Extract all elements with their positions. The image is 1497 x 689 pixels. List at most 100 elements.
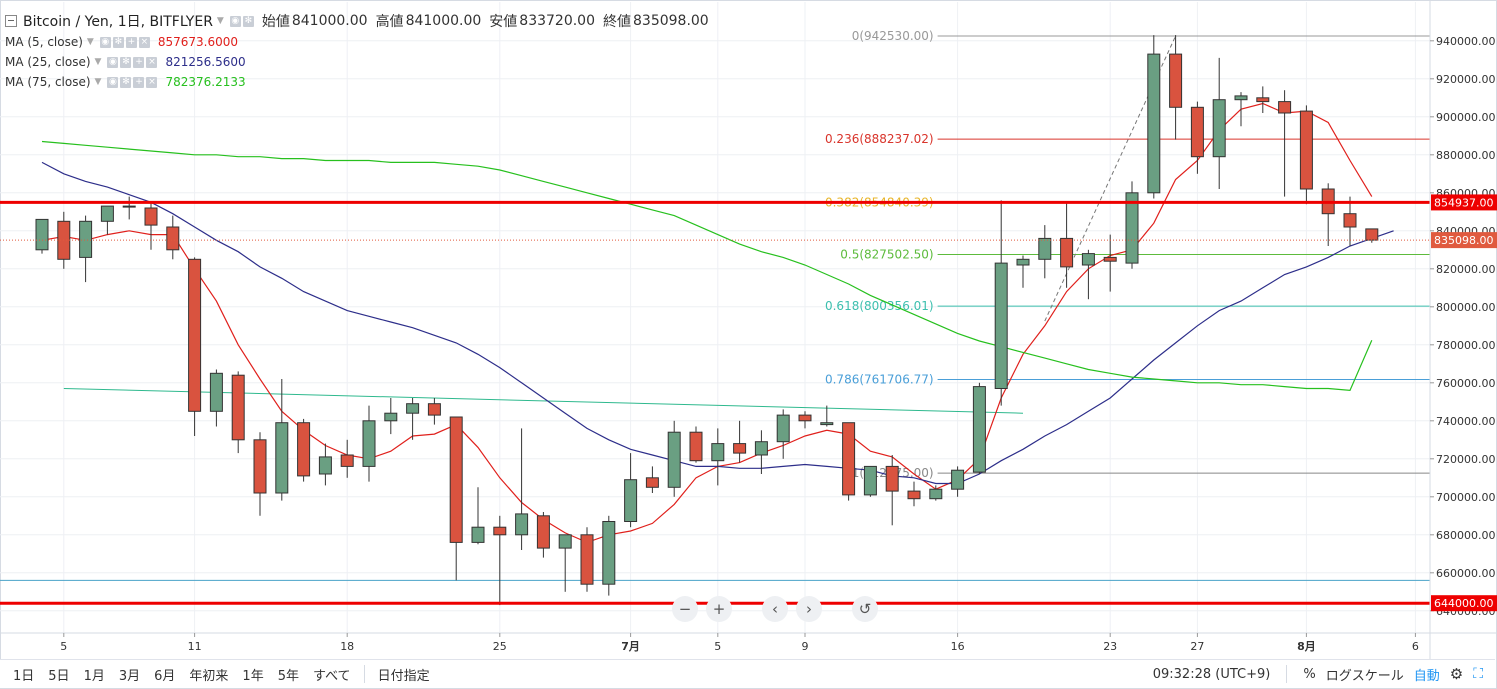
candle-body xyxy=(384,412,398,422)
price-tag-box xyxy=(1431,194,1497,211)
range-all-button[interactable]: すべて xyxy=(312,668,351,684)
candle-body xyxy=(951,469,965,490)
close-icon[interactable]: × xyxy=(146,56,158,68)
x-tick-label: 5 xyxy=(60,640,67,653)
y-tick-label: 700000.00 xyxy=(1436,491,1496,504)
close-icon[interactable]: × xyxy=(146,76,158,88)
indicator-label[interactable]: MA (5, close) xyxy=(5,35,83,49)
range-6m-button[interactable]: 6月 xyxy=(154,668,176,684)
plus-icon[interactable]: + xyxy=(133,56,145,68)
candle xyxy=(144,202,158,250)
candle xyxy=(1256,86,1270,113)
indicator-ma5[interactable]: MA (5, close) ▼ ◉ ✻ + × 857673.6000 xyxy=(5,32,709,52)
gear-icon[interactable]: ✻ xyxy=(120,56,132,68)
plus-icon[interactable]: + xyxy=(133,76,145,88)
symbol-title[interactable]: Bitcoin / Yen, 1日, BITFLYER xyxy=(23,14,213,30)
candle xyxy=(1343,196,1357,246)
eye-icon[interactable]: ◉ xyxy=(229,15,241,27)
gear-icon[interactable]: ✻ xyxy=(120,76,132,88)
candle xyxy=(1169,35,1183,140)
ma-line xyxy=(41,102,1373,544)
candle xyxy=(624,453,638,528)
x-tick-label: 6 xyxy=(1412,640,1419,653)
candle xyxy=(100,205,114,235)
plus-icon[interactable]: + xyxy=(125,36,137,48)
range-3m-button[interactable]: 3月 xyxy=(118,668,141,684)
zoom-in-button[interactable]: + xyxy=(706,596,732,622)
candle-body xyxy=(776,414,790,443)
y-tick-label: 940000.00 xyxy=(1436,35,1496,48)
range-1m-button[interactable]: 1月 xyxy=(83,668,105,684)
trendline xyxy=(63,388,1024,414)
candle-body xyxy=(209,372,223,412)
indicator-label[interactable]: MA (25, close) xyxy=(5,55,91,69)
candle-body xyxy=(188,258,202,412)
fullscreen-icon[interactable]: ⛶ xyxy=(1473,666,1483,682)
plot-area: 0(942530.00)0.236(888237.02)0.382(854840… xyxy=(0,29,1430,606)
candle-body xyxy=(1343,213,1357,228)
scroll-left-button[interactable]: ‹ xyxy=(762,596,788,622)
ma-line xyxy=(41,140,1373,392)
close-label: 終値 xyxy=(603,14,631,30)
indicator-label[interactable]: MA (75, close) xyxy=(5,75,91,89)
range-5d-button[interactable]: 5日 xyxy=(48,668,70,684)
candle-body xyxy=(689,431,703,462)
indicator-ma25[interactable]: MA (25, close) ▼ ◉ ✻ + × 821256.5600 xyxy=(5,52,709,72)
chevron-down-icon[interactable]: ▼ xyxy=(86,37,94,47)
bottom-right-controls: 09:32:28 (UTC+9) % ログスケール 自動 ⚙ ⛶ xyxy=(1153,660,1483,688)
eye-icon[interactable]: ◉ xyxy=(107,76,119,88)
y-tick-label: 680000.00 xyxy=(1436,529,1496,542)
candle xyxy=(253,432,267,516)
chevron-down-icon[interactable]: ▼ xyxy=(216,16,224,26)
auto-scale-button[interactable]: 自動 xyxy=(1413,668,1440,684)
candle xyxy=(711,428,725,486)
price-chart[interactable]: 0(942530.00)0.236(888237.02)0.382(854840… xyxy=(0,0,1497,659)
bottom-toolbar: 1日 5日 1月 3月 6月 年初来 1年 5年 すべて 日付指定 09:32:… xyxy=(0,659,1495,688)
clock-time[interactable]: 09:32:28 (UTC+9) xyxy=(1152,666,1271,682)
candle-body xyxy=(471,526,485,543)
candle-body xyxy=(798,414,812,422)
reset-chart-button[interactable]: ↺ xyxy=(852,596,878,622)
candle xyxy=(188,257,202,436)
candle xyxy=(166,215,180,260)
candle-body xyxy=(1103,256,1117,262)
x-axis: 5 11 18 25 7月 5 9 16 23 27 8月 6 xyxy=(60,633,1419,653)
candle xyxy=(297,418,311,482)
gear-icon[interactable]: ✻ xyxy=(112,36,124,48)
range-ytd-button[interactable]: 年初来 xyxy=(189,668,229,684)
candle-body xyxy=(711,443,725,462)
close-icon[interactable]: × xyxy=(138,36,150,48)
date-select-button[interactable]: 日付指定 xyxy=(377,668,430,684)
candle-body xyxy=(493,526,507,536)
candle xyxy=(645,466,659,493)
gear-icon[interactable]: ✻ xyxy=(242,15,254,27)
zoom-out-button[interactable]: − xyxy=(672,596,698,622)
candle-body xyxy=(253,439,267,494)
range-1d-button[interactable]: 1日 xyxy=(13,668,35,684)
gear-icon[interactable]: ⚙ xyxy=(1449,665,1464,683)
chart-navigation: − + ‹ › ↺ xyxy=(672,596,878,622)
scroll-right-button[interactable]: › xyxy=(796,596,822,622)
candle-body xyxy=(1038,237,1052,260)
candle xyxy=(776,409,790,459)
close-value: 835098.00 xyxy=(633,13,709,29)
x-tick-label: 7月 xyxy=(621,640,640,653)
chevron-down-icon[interactable]: ▼ xyxy=(94,57,102,67)
candle-body xyxy=(297,422,311,477)
eye-icon[interactable]: ◉ xyxy=(99,36,111,48)
indicator-ma75[interactable]: MA (75, close) ▼ ◉ ✻ + × 782376.2133 xyxy=(5,72,709,92)
eye-icon[interactable]: ◉ xyxy=(107,56,119,68)
range-5y-button[interactable]: 5年 xyxy=(277,668,299,684)
candle-body xyxy=(907,490,921,500)
x-tick-label: 9 xyxy=(802,640,809,653)
candle-body xyxy=(1212,99,1226,158)
log-scale-button[interactable]: ログスケール xyxy=(1325,668,1404,684)
candle-body xyxy=(754,441,768,456)
range-1y-button[interactable]: 1年 xyxy=(242,668,264,684)
chevron-down-icon[interactable]: ▼ xyxy=(94,77,102,87)
collapse-icon[interactable] xyxy=(5,15,17,27)
candle-body xyxy=(929,488,943,500)
percent-button[interactable]: % xyxy=(1303,666,1316,682)
candle-body xyxy=(624,479,638,523)
candle xyxy=(1212,57,1226,189)
